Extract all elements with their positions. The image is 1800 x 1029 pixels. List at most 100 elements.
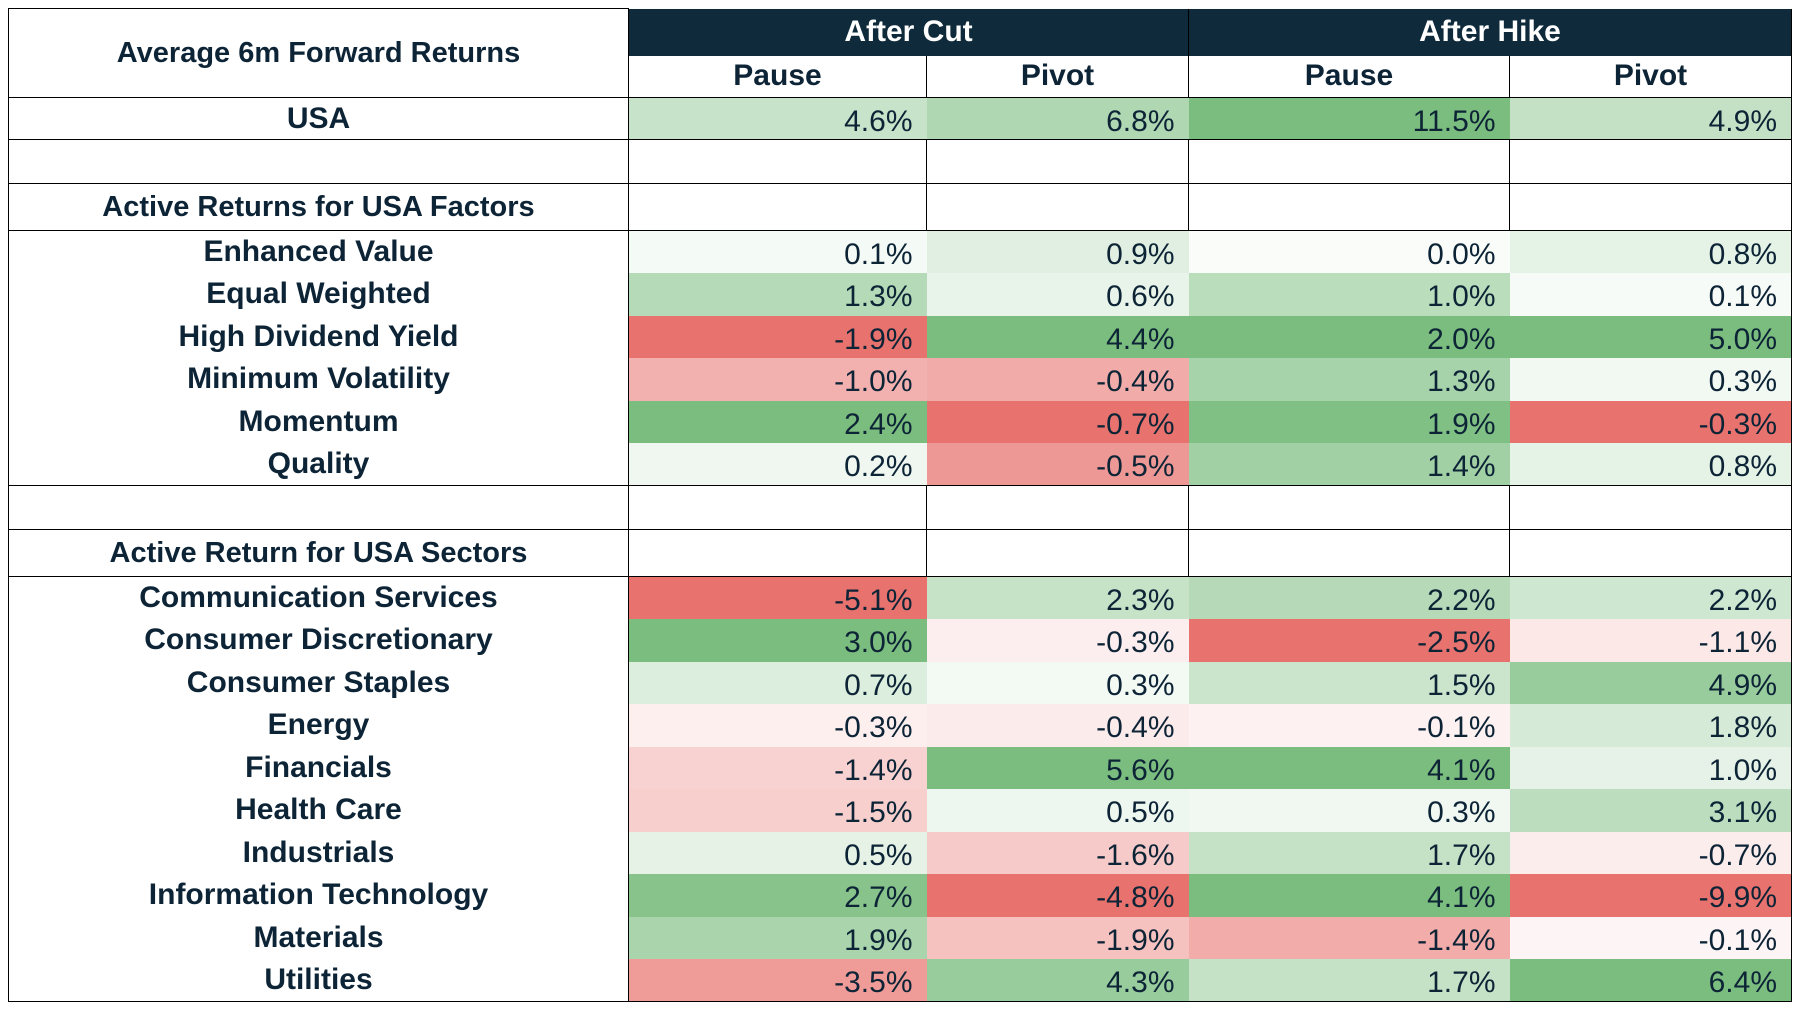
column-group-header: After Hike (1188, 8, 1792, 56)
table-row: Industrials 0.5% -1.6% 1.7% -0.7% (8, 831, 1792, 874)
data-cell: 0.8% (1509, 443, 1792, 486)
data-cell: 1.7% (1188, 831, 1510, 874)
table-row: Momentum 2.4% -0.7% 1.9% -0.3% (8, 400, 1792, 443)
spacer-cell (926, 139, 1189, 184)
row-label: Utilities (8, 959, 629, 1002)
row-label: Information Technology (8, 874, 629, 917)
table-row: Communication Services -5.1% 2.3% 2.2% 2.2% (8, 576, 1792, 619)
spacer-cell (8, 485, 629, 530)
spacer-cell (1188, 139, 1510, 184)
table-row: Consumer Discretionary 3.0% -0.3% -2.5% -1.1… (8, 619, 1792, 662)
data-cell: 1.3% (628, 273, 927, 316)
data-cell: 0.1% (628, 230, 927, 273)
header-row-columns: Pause Pivot Pause Pivot (9, 55, 1792, 98)
data-cell: 2.2% (1509, 576, 1792, 619)
data-cell: -3.5% (628, 959, 927, 1002)
data-cell: 0.5% (628, 831, 927, 874)
data-cell: 0.9% (926, 230, 1189, 273)
row-label: Financials (8, 746, 629, 789)
column-header: Pivot (926, 55, 1189, 98)
table-row: Energy -0.3% -0.4% -0.1% 1.8% (8, 704, 1792, 747)
data-cell: 3.1% (1509, 789, 1792, 832)
data-cell: 0.7% (628, 661, 927, 704)
section-blank-cell (1509, 529, 1792, 577)
data-cell: -4.8% (926, 874, 1189, 917)
data-cell: -2.5% (1188, 619, 1510, 662)
section-header-row: Active Return for USA Sectors (8, 529, 1792, 577)
section-blank-cell (926, 183, 1189, 231)
section-title: Active Returns for USA Factors (8, 183, 629, 231)
column-header: Pause (1188, 55, 1510, 98)
header-row-groups: Average 6m Forward Returns After Cut After… (8, 8, 1792, 98)
row-label: Enhanced Value (8, 230, 629, 273)
column-group-header: After Cut (628, 8, 1189, 56)
data-cell: 0.1% (1509, 273, 1792, 316)
spacer-cell (1509, 139, 1792, 184)
section-blank-cell (1188, 529, 1510, 577)
data-cell: 3.0% (628, 619, 927, 662)
data-cell: 5.6% (926, 746, 1189, 789)
data-cell: 0.3% (1188, 789, 1510, 832)
data-cell: 1.7% (1188, 959, 1510, 1002)
data-cell: -1.9% (926, 916, 1189, 959)
section-blank-cell (1509, 183, 1792, 231)
row-label: High Dividend Yield (8, 315, 629, 358)
returns-table-container: Average 6m Forward Returns After Cut After… (8, 8, 1792, 1002)
column-header: Pause (628, 55, 927, 98)
spacer-cell (1509, 485, 1792, 530)
data-cell: 0.0% (1188, 230, 1510, 273)
row-label: Materials (8, 916, 629, 959)
data-cell: -0.3% (628, 704, 927, 747)
data-cell: 2.4% (628, 400, 927, 443)
data-cell: 1.0% (1188, 273, 1510, 316)
table-row: Consumer Staples 0.7% 0.3% 1.5% 4.9% (8, 661, 1792, 704)
spacer-row (8, 485, 1792, 530)
column-header: Pivot (1509, 55, 1792, 98)
data-cell: -1.6% (926, 831, 1189, 874)
table-row: Utilities -3.5% 4.3% 1.7% 6.4% (8, 959, 1792, 1002)
spacer-cell (628, 485, 927, 530)
data-cell: 0.3% (926, 661, 1189, 704)
data-cell: -0.3% (926, 619, 1189, 662)
data-cell: -1.5% (628, 789, 927, 832)
data-cell: 2.7% (628, 874, 927, 917)
data-cell: 0.3% (1509, 358, 1792, 401)
table-row: Financials -1.4% 5.6% 4.1% 1.0% (8, 746, 1792, 789)
data-cell: 4.1% (1188, 874, 1510, 917)
spacer-cell (926, 485, 1189, 530)
data-cell: 0.8% (1509, 230, 1792, 273)
data-cell: -0.1% (1509, 916, 1792, 959)
table-row: Equal Weighted 1.3% 0.6% 1.0% 0.1% (8, 273, 1792, 316)
data-cell: 4.6% (628, 97, 927, 140)
data-cell: 4.9% (1509, 97, 1792, 140)
section-header-row: Active Returns for USA Factors (8, 183, 1792, 231)
data-cell: 2.3% (926, 576, 1189, 619)
data-cell: -0.5% (926, 443, 1189, 486)
spacer-row (8, 139, 1792, 184)
data-cell: 2.0% (1188, 315, 1510, 358)
data-cell: -0.1% (1188, 704, 1510, 747)
section-blank-cell (926, 529, 1189, 577)
row-label: Consumer Staples (8, 661, 629, 704)
data-cell: 1.3% (1188, 358, 1510, 401)
table-row: Health Care -1.5% 0.5% 0.3% 3.1% (8, 789, 1792, 832)
data-cell: 5.0% (1509, 315, 1792, 358)
data-cell: -0.4% (926, 358, 1189, 401)
data-cell: 1.9% (628, 916, 927, 959)
section-blank-cell (628, 183, 927, 231)
table-row: Enhanced Value 0.1% 0.9% 0.0% 0.8% (8, 230, 1792, 273)
data-cell: -5.1% (628, 576, 927, 619)
data-cell: 1.0% (1509, 746, 1792, 789)
data-cell: -1.4% (628, 746, 927, 789)
data-cell: 1.8% (1509, 704, 1792, 747)
table-title: Average 6m Forward Returns (8, 8, 629, 98)
data-cell: 2.2% (1188, 576, 1510, 619)
section-blank-cell (628, 529, 927, 577)
data-cell: -0.7% (1509, 831, 1792, 874)
data-cell: -0.4% (926, 704, 1189, 747)
data-cell: -0.7% (926, 400, 1189, 443)
row-label: Energy (8, 704, 629, 747)
data-cell: 4.1% (1188, 746, 1510, 789)
row-label: Equal Weighted (8, 273, 629, 316)
data-cell: 1.9% (1188, 400, 1510, 443)
